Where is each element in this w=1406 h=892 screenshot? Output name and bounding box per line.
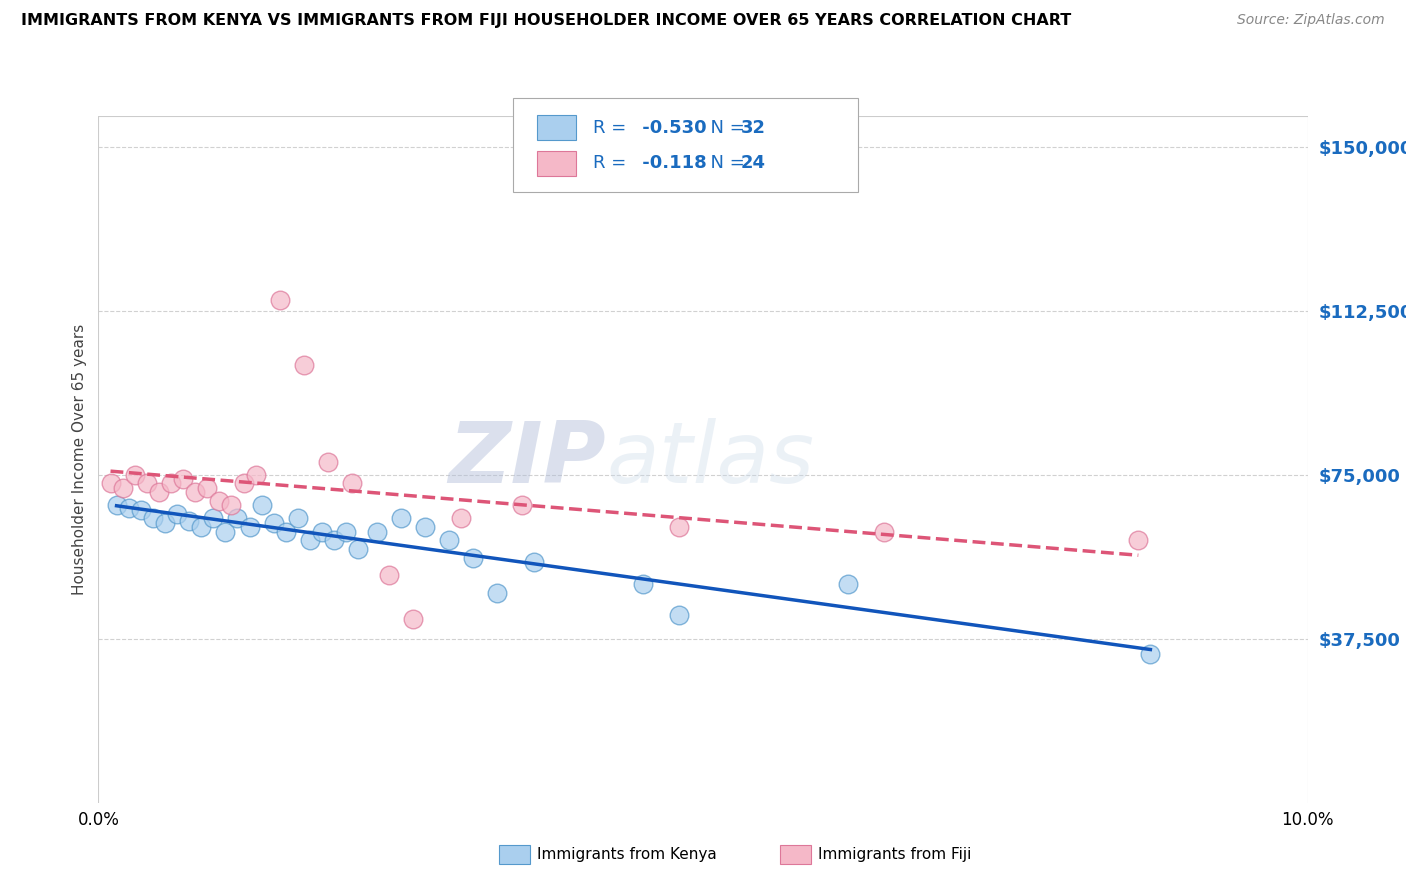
- Point: [153, 516, 176, 530]
- Text: Immigrants from Fiji: Immigrants from Fiji: [818, 847, 972, 862]
- Point: [1139, 647, 1161, 661]
- Point: [190, 520, 212, 534]
- Text: Immigrants from Kenya: Immigrants from Kenya: [537, 847, 717, 862]
- Point: [245, 467, 267, 482]
- Point: [226, 511, 249, 525]
- Point: [202, 511, 225, 525]
- Point: [335, 524, 357, 539]
- Point: [105, 498, 128, 512]
- Point: [221, 498, 243, 512]
- Point: [166, 507, 188, 521]
- Point: [124, 467, 146, 482]
- Point: [263, 516, 285, 530]
- Text: 24: 24: [741, 154, 766, 172]
- Point: [486, 586, 509, 600]
- Point: [389, 511, 412, 525]
- Point: [668, 607, 690, 622]
- Point: [208, 494, 231, 508]
- Point: [287, 511, 309, 525]
- Text: -0.118: -0.118: [636, 154, 706, 172]
- Point: [437, 533, 460, 548]
- Point: [311, 524, 333, 539]
- Point: [523, 555, 546, 569]
- Point: [129, 502, 152, 516]
- Text: IMMIGRANTS FROM KENYA VS IMMIGRANTS FROM FIJI HOUSEHOLDER INCOME OVER 65 YEARS C: IMMIGRANTS FROM KENYA VS IMMIGRANTS FROM…: [21, 13, 1071, 29]
- Text: Source: ZipAtlas.com: Source: ZipAtlas.com: [1237, 13, 1385, 28]
- Text: atlas: atlas: [606, 417, 814, 501]
- Point: [837, 577, 859, 591]
- Point: [274, 524, 297, 539]
- Point: [239, 520, 262, 534]
- Point: [377, 568, 399, 582]
- Point: [195, 481, 218, 495]
- Point: [402, 612, 425, 626]
- Point: [366, 524, 388, 539]
- Point: [232, 476, 254, 491]
- Point: [299, 533, 322, 548]
- Point: [1128, 533, 1150, 548]
- Point: [160, 476, 183, 491]
- Point: [347, 542, 370, 557]
- Point: [172, 472, 194, 486]
- Text: N =: N =: [699, 154, 751, 172]
- Text: ZIP: ZIP: [449, 417, 606, 501]
- Point: [214, 524, 236, 539]
- Point: [250, 498, 273, 512]
- Text: 32: 32: [741, 119, 766, 136]
- Point: [111, 481, 134, 495]
- Y-axis label: Householder Income Over 65 years: Householder Income Over 65 years: [72, 324, 87, 595]
- Point: [463, 550, 485, 565]
- Point: [269, 293, 291, 307]
- Text: R =: R =: [593, 119, 633, 136]
- Point: [323, 533, 346, 548]
- Text: R =: R =: [593, 154, 633, 172]
- Point: [873, 524, 896, 539]
- Text: N =: N =: [699, 119, 751, 136]
- Point: [342, 476, 364, 491]
- Text: -0.530: -0.530: [636, 119, 706, 136]
- Point: [184, 485, 207, 500]
- Point: [316, 454, 339, 468]
- Point: [510, 498, 533, 512]
- Point: [413, 520, 436, 534]
- Point: [668, 520, 690, 534]
- Point: [179, 514, 201, 528]
- Point: [450, 511, 472, 525]
- Point: [118, 500, 141, 515]
- Point: [100, 476, 122, 491]
- Point: [148, 485, 170, 500]
- Point: [292, 359, 315, 373]
- Point: [631, 577, 654, 591]
- Point: [135, 476, 157, 491]
- Point: [142, 511, 165, 525]
